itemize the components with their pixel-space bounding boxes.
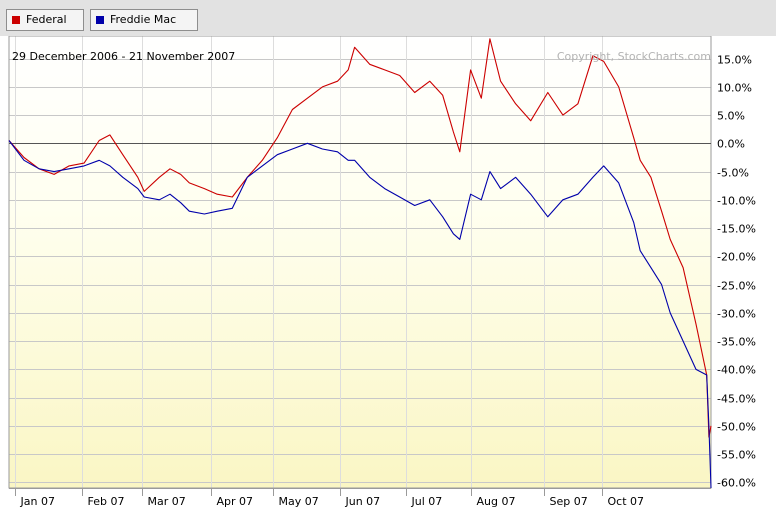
y-tick-label: -15.0% [717,223,756,236]
legend-label-freddie-mac: Freddie Mac [110,13,177,26]
y-tick-label: -30.0% [717,308,756,321]
chart-area: 15.0% 10.0% 5.0% 0.0% -5.0% -10.0% -15.0% -20.0… [0,35,776,523]
y-tick-label: -45.0% [717,393,756,406]
x-tick-label: Jul 07 [411,495,443,508]
x-tick-label: Sep 07 [550,495,588,508]
legend-bar: Federal Freddie Mac [0,0,776,36]
legend-swatch-federal [12,15,20,24]
performance-chart: 15.0% 10.0% 5.0% 0.0% -5.0% -10.0% -15.0% -20.0… [8,35,756,508]
copyright-label: Copyright, StockCharts.com [557,50,711,63]
legend-label-federal: Federal [26,13,67,26]
x-tick-label: May 07 [279,495,319,508]
y-tick-label: -35.0% [717,336,756,349]
y-tick-label: 5.0% [717,110,745,123]
y-tick-label: -10.0% [717,195,756,208]
y-tick-label: -40.0% [717,364,756,377]
series-line-federal [8,38,712,438]
y-tick-label: 10.0% [717,82,752,95]
plot-background [9,36,711,488]
y-tick-label: -60.0% [717,477,756,490]
legend-swatch-freddie-mac [96,15,104,24]
x-tick-label: Apr 07 [217,495,254,508]
date-range-label: 29 December 2006 - 21 November 2007 [12,50,235,63]
legend-item-freddie-mac[interactable]: Freddie Mac [90,9,198,31]
y-tick-label: 0.0% [717,138,745,151]
y-tick-label: -5.0% [717,167,749,180]
y-tick-label: -25.0% [717,280,756,293]
y-tick-label: 15.0% [717,54,752,67]
x-tick-label: Oct 07 [608,495,645,508]
x-tick-label: Feb 07 [88,495,125,508]
y-tick-label: -50.0% [717,421,756,434]
x-tick-label: Jan 07 [20,495,55,508]
series-line-freddie-mac [8,140,712,489]
y-tick-label: -55.0% [717,449,756,462]
x-tick-label: Jun 07 [345,495,381,508]
y-tick-label: -20.0% [717,251,756,264]
legend-item-federal[interactable]: Federal [6,9,84,31]
x-tick-label: Mar 07 [148,495,186,508]
x-tick-label: Aug 07 [477,495,516,508]
